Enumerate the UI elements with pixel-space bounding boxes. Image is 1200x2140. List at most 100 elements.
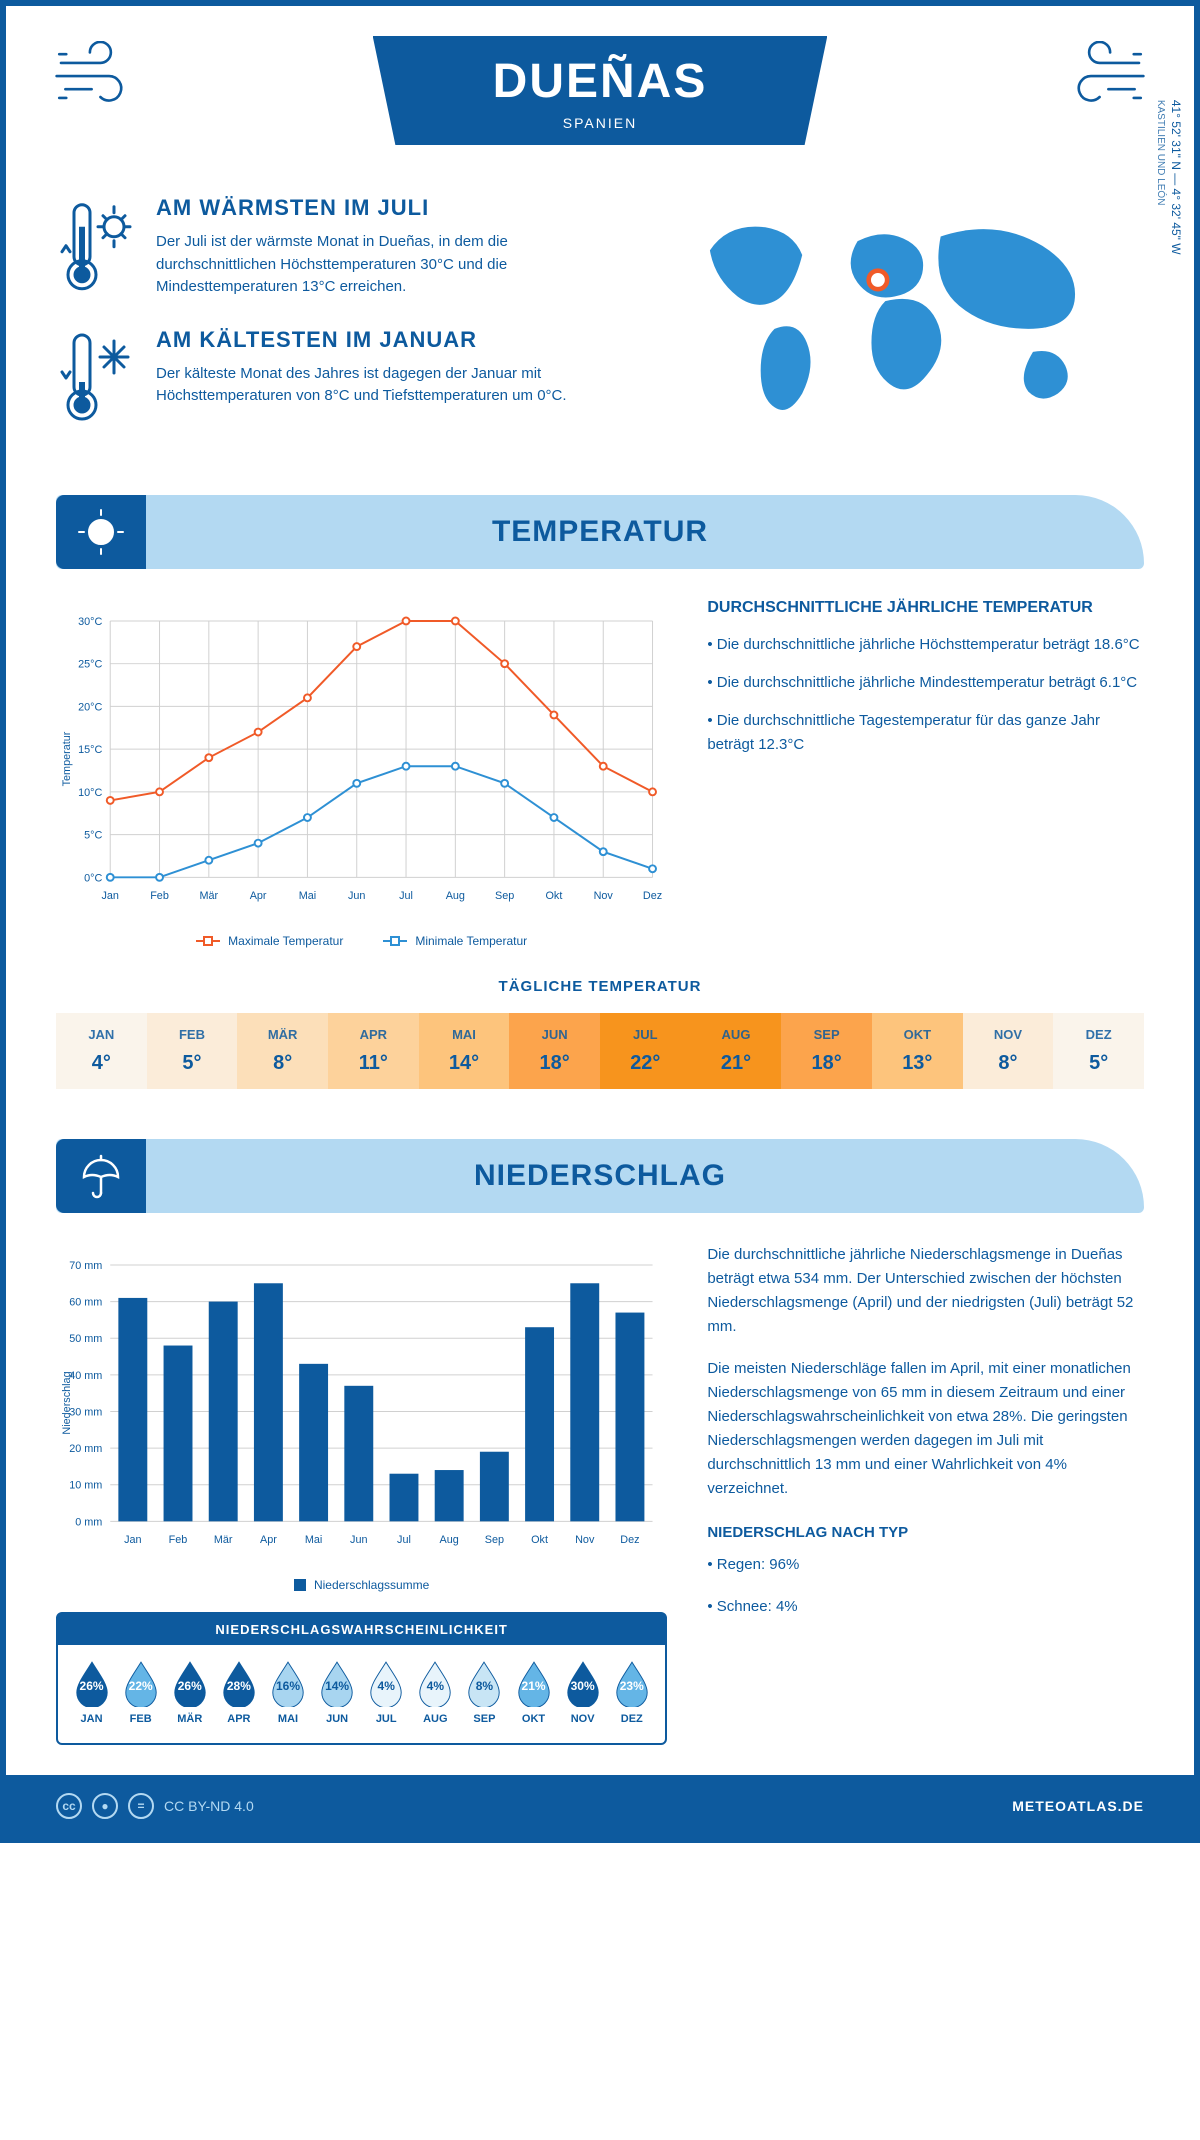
svg-text:0°C: 0°C	[84, 872, 102, 884]
svg-text:Aug: Aug	[440, 1534, 459, 1546]
probability-drop: 8% SEP	[461, 1659, 508, 1725]
page-subtitle: SPANIEN	[493, 115, 708, 131]
probability-drop: 14% JUN	[314, 1659, 361, 1725]
daily-temp-cell: OKT13°	[872, 1013, 963, 1089]
svg-text:10 mm: 10 mm	[69, 1479, 102, 1491]
daily-temp-cell: NOV8°	[963, 1013, 1054, 1089]
daily-temp-cell: AUG21°	[691, 1013, 782, 1089]
svg-text:Okt: Okt	[546, 890, 563, 902]
svg-text:30 mm: 30 mm	[69, 1406, 102, 1418]
coldest-title: AM KÄLTESTEN IM JANUAR	[156, 327, 605, 353]
precipitation-heading: NIEDERSCHLAG	[474, 1159, 726, 1193]
precipitation-bar-chart: 0 mm 10 mm 20 mm 30 mm 40 mm 50 mm 60 mm 70 mm J…	[56, 1243, 667, 1563]
daily-temp-grid: JAN4°FEB5°MÄR8°APR11°MAI14°JUN18°JUL22°A…	[56, 1013, 1144, 1089]
svg-text:20°C: 20°C	[78, 701, 102, 713]
daily-temp-cell: MÄR8°	[237, 1013, 328, 1089]
footer: cc●= CC BY-ND 4.0 METEOATLAS.DE	[6, 1775, 1194, 1837]
daily-temp-cell: JUN18°	[509, 1013, 600, 1089]
warmest-text: Der Juli ist der wärmste Monat in Dueñas…	[156, 231, 605, 299]
svg-text:40 mm: 40 mm	[69, 1369, 102, 1381]
svg-text:Apr: Apr	[260, 1534, 277, 1546]
precipitation-section-bar: NIEDERSCHLAG	[56, 1139, 1144, 1213]
svg-text:Mär: Mär	[200, 890, 219, 902]
svg-text:Niederschlag: Niederschlag	[61, 1371, 73, 1434]
svg-text:Jun: Jun	[348, 890, 365, 902]
svg-text:Sep: Sep	[495, 890, 514, 902]
svg-text:30°C: 30°C	[78, 615, 102, 627]
svg-text:70 mm: 70 mm	[69, 1259, 102, 1271]
svg-text:20 mm: 20 mm	[69, 1443, 102, 1455]
wind-icon	[1059, 41, 1149, 111]
svg-text:5°C: 5°C	[84, 829, 102, 841]
precipitation-probability-box: NIEDERSCHLAGSWAHRSCHEINLICHKEIT 26% JAN …	[56, 1612, 667, 1745]
svg-text:Feb: Feb	[150, 890, 169, 902]
coldest-block: AM KÄLTESTEN IM JANUAR Der kälteste Mona…	[56, 327, 605, 427]
probability-drop: 4% AUG	[412, 1659, 459, 1725]
daily-temp-cell: JAN4°	[56, 1013, 147, 1089]
daily-temp-title: TÄGLICHE TEMPERATUR	[56, 978, 1144, 995]
svg-text:Jan: Jan	[124, 1534, 141, 1546]
umbrella-icon	[76, 1151, 126, 1201]
probability-drop: 16% MAI	[264, 1659, 311, 1725]
temperature-heading: TEMPERATUR	[492, 515, 708, 549]
warmest-title: AM WÄRMSTEN IM JULI	[156, 195, 605, 221]
header: DUEÑAS SPANIEN	[6, 6, 1194, 165]
coldest-text: Der kälteste Monat des Jahres ist dagege…	[156, 363, 605, 408]
probability-drop: 4% JUL	[363, 1659, 410, 1725]
intro-section: AM WÄRMSTEN IM JULI Der Juli ist der wär…	[56, 195, 1144, 455]
probability-drop: 22% FEB	[117, 1659, 164, 1725]
wind-icon	[51, 41, 141, 111]
svg-text:Okt: Okt	[531, 1534, 548, 1546]
thermometer-cold-icon	[56, 327, 136, 427]
svg-text:Dez: Dez	[620, 1534, 639, 1546]
svg-text:Mai: Mai	[299, 890, 316, 902]
svg-text:Jul: Jul	[399, 890, 413, 902]
probability-drops: 26% JAN 22% FEB 26% MÄR 28% APR 16% MAI	[58, 1645, 665, 1731]
daily-temp-cell: FEB5°	[147, 1013, 238, 1089]
svg-text:Aug: Aug	[446, 890, 465, 902]
svg-text:50 mm: 50 mm	[69, 1333, 102, 1345]
daily-temp-cell: APR11°	[328, 1013, 419, 1089]
svg-text:Mär: Mär	[214, 1534, 233, 1546]
temperature-line-chart: 0°C5°C10°C15°C20°C25°C30°CJanFebMärAprMa…	[56, 599, 667, 919]
probability-drop: 21% OKT	[510, 1659, 557, 1725]
svg-text:Jul: Jul	[397, 1534, 411, 1546]
daily-temp-cell: MAI14°	[419, 1013, 510, 1089]
sun-icon	[76, 507, 126, 557]
license: cc●= CC BY-ND 4.0	[56, 1793, 254, 1819]
daily-temp-cell: DEZ5°	[1053, 1013, 1144, 1089]
svg-text:Apr: Apr	[250, 890, 267, 902]
svg-text:0 mm: 0 mm	[75, 1516, 102, 1528]
page-title: DUEÑAS	[493, 54, 708, 109]
precip-legend: Niederschlagssumme	[56, 1578, 667, 1592]
world-map	[645, 195, 1144, 435]
svg-text:Nov: Nov	[575, 1534, 595, 1546]
precipitation-info: Die durchschnittliche jährliche Niedersc…	[707, 1243, 1144, 1745]
temperature-info: DURCHSCHNITTLICHE JÄHRLICHE TEMPERATUR •…	[707, 599, 1144, 948]
title-ribbon: DUEÑAS SPANIEN	[373, 36, 828, 145]
warmest-block: AM WÄRMSTEN IM JULI Der Juli ist der wär…	[56, 195, 605, 299]
daily-temp-cell: SEP18°	[781, 1013, 872, 1089]
daily-temp-cell: JUL22°	[600, 1013, 691, 1089]
svg-text:Jun: Jun	[350, 1534, 367, 1546]
coordinates: 41° 52' 31" N — 4° 32' 45" WKASTILIEN UN…	[1155, 99, 1183, 254]
temperature-section-bar: TEMPERATUR	[56, 495, 1144, 569]
probability-drop: 26% JAN	[68, 1659, 115, 1725]
site-name: METEOATLAS.DE	[1012, 1798, 1144, 1814]
page: DUEÑAS SPANIEN AM WÄRMSTEN IM	[0, 0, 1200, 1843]
svg-text:10°C: 10°C	[78, 786, 102, 798]
svg-text:Feb: Feb	[169, 1534, 188, 1546]
probability-drop: 28% APR	[215, 1659, 262, 1725]
probability-drop: 30% NOV	[559, 1659, 606, 1725]
probability-drop: 26% MÄR	[166, 1659, 213, 1725]
svg-text:60 mm: 60 mm	[69, 1296, 102, 1308]
svg-text:Jan: Jan	[101, 890, 118, 902]
probability-drop: 23% DEZ	[608, 1659, 655, 1725]
svg-text:Mai: Mai	[305, 1534, 322, 1546]
svg-text:Dez: Dez	[643, 890, 662, 902]
svg-text:Sep: Sep	[485, 1534, 504, 1546]
thermometer-hot-icon	[56, 195, 136, 299]
svg-text:Temperatur: Temperatur	[61, 731, 73, 786]
svg-text:15°C: 15°C	[78, 744, 102, 756]
svg-text:Nov: Nov	[594, 890, 614, 902]
